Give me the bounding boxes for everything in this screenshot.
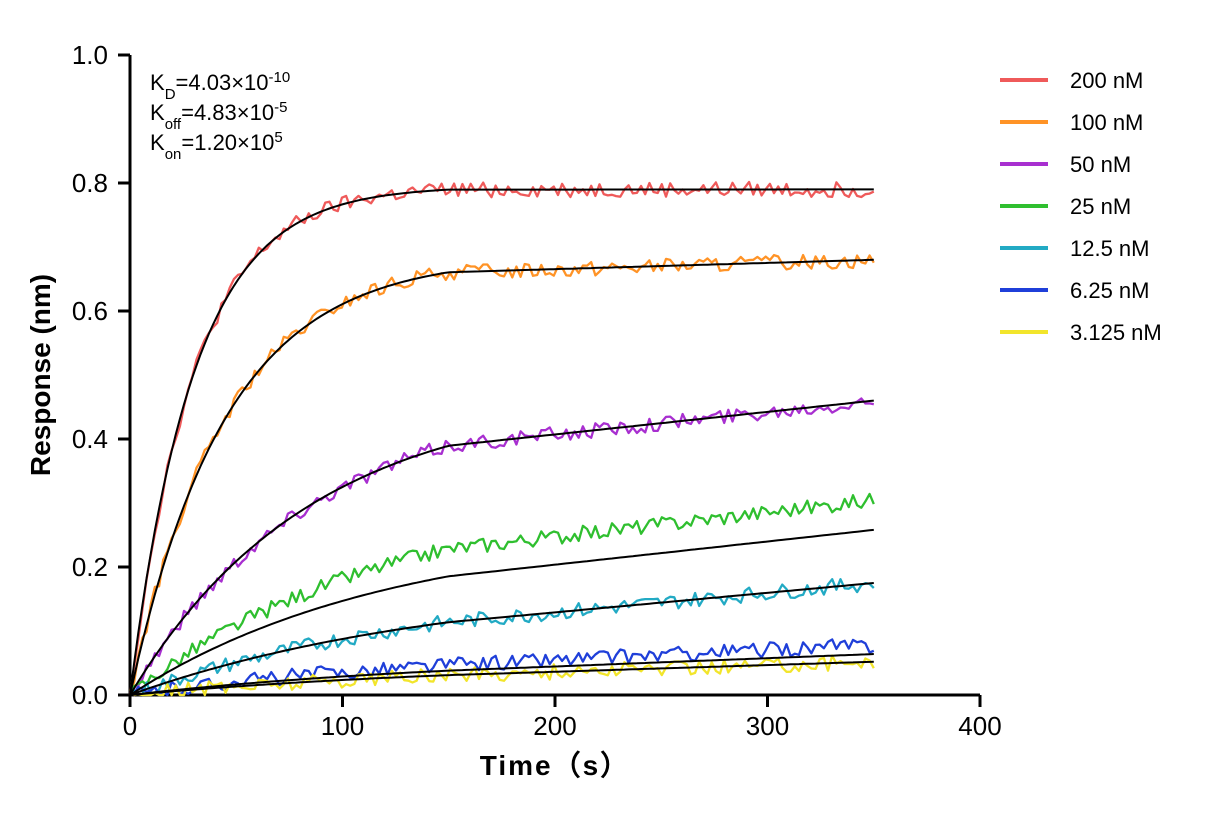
legend-label: 50 nM — [1070, 152, 1131, 177]
legend-label: 25 nM — [1070, 194, 1131, 219]
y-tick-label: 0.0 — [72, 680, 108, 710]
y-axis-label: Response (nm) — [25, 274, 56, 476]
y-tick-label: 0.8 — [72, 168, 108, 198]
x-tick-label: 0 — [123, 711, 137, 741]
x-tick-label: 100 — [321, 711, 364, 741]
x-tick-label: 200 — [533, 711, 576, 741]
x-tick-label: 300 — [746, 711, 789, 741]
legend-label: 100 nM — [1070, 110, 1143, 135]
legend-label: 3.125 nM — [1070, 320, 1162, 345]
x-axis-label: Time（s） — [480, 749, 630, 781]
legend-label: 6.25 nM — [1070, 278, 1150, 303]
legend-label: 200 nM — [1070, 68, 1143, 93]
y-tick-label: 1.0 — [72, 40, 108, 70]
y-tick-label: 0.6 — [72, 296, 108, 326]
x-tick-label: 400 — [958, 711, 1001, 741]
legend-label: 12.5 nM — [1070, 236, 1150, 261]
y-tick-label: 0.4 — [72, 424, 108, 454]
y-tick-label: 0.2 — [72, 552, 108, 582]
